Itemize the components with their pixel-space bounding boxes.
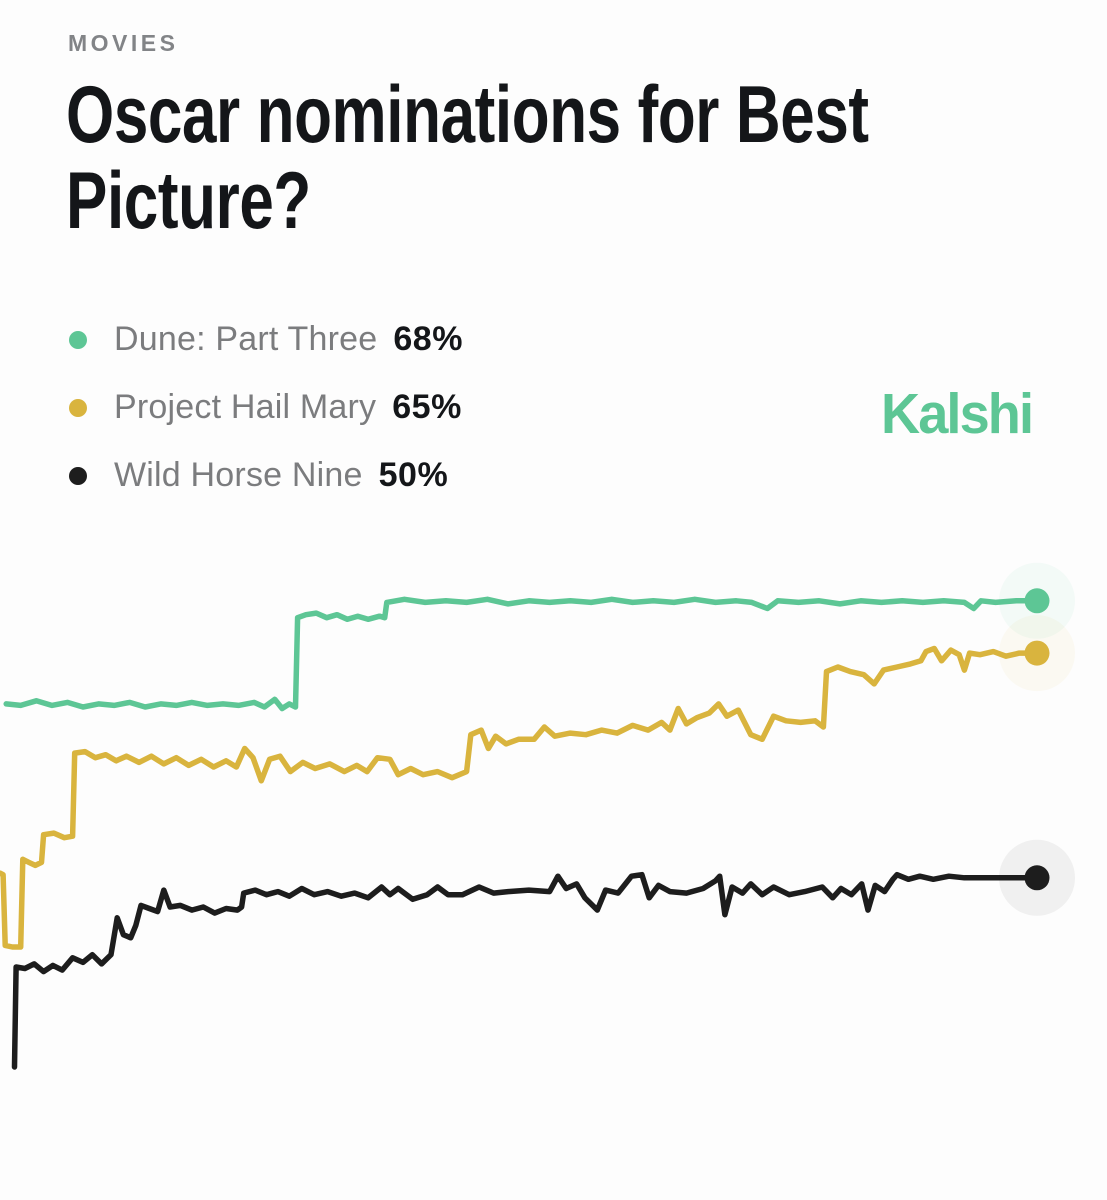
legend-label: Dune: Part Three: [114, 320, 378, 358]
legend-item: Dune: Part Three 68%: [69, 320, 463, 359]
legend-dot-hail-mary: [69, 398, 87, 417]
legend-label: Project Hail Mary: [114, 388, 377, 426]
chart-endpoint-dot-1: [1024, 640, 1050, 666]
chart-endpoint-dot-0: [1024, 588, 1050, 614]
legend-label: Wild Horse Nine: [114, 456, 363, 494]
chart-line-2: [11, 871, 1040, 1070]
legend-dot-wild-horse: [69, 466, 87, 485]
kalshi-logo: Kalshi: [881, 382, 1034, 446]
price-chart: [0, 562, 1075, 1070]
chart-endpoint-dot-2: [1024, 865, 1050, 891]
legend-item: Wild Horse Nine 50%: [69, 456, 463, 495]
legend-value: 65%: [392, 388, 462, 426]
legend: Dune: Part Three 68% Project Hail Mary 6…: [69, 320, 463, 495]
chart-line-1: [0, 645, 1040, 950]
legend-value: 68%: [393, 320, 463, 358]
category-label: MOVIES: [68, 30, 179, 56]
legend-item: Project Hail Mary 65%: [69, 388, 463, 427]
legend-dot-dune: [69, 330, 87, 349]
chart-line-0: [3, 596, 1040, 712]
legend-value: 50%: [378, 456, 449, 494]
page-title: Oscar nominations for Best Picture?: [66, 70, 869, 246]
